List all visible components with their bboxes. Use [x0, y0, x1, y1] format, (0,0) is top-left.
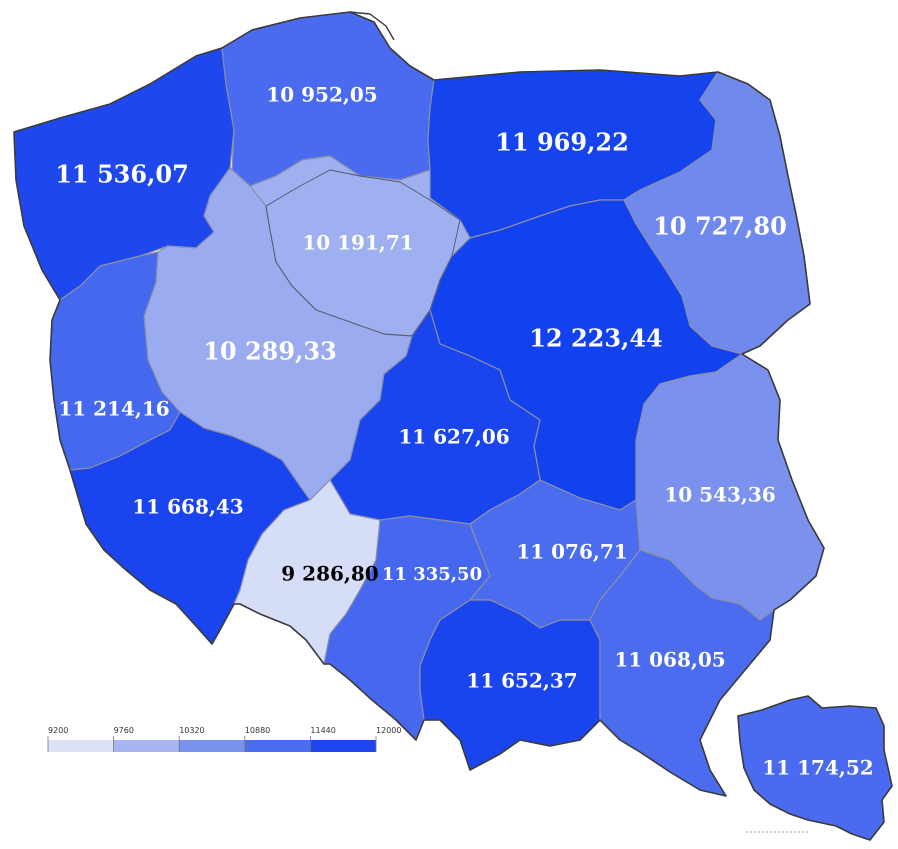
- label-malopolskie: 11 652,37: [466, 669, 577, 693]
- legend-bin: [179, 740, 245, 752]
- label-podkarpackie: 11 068,05: [614, 648, 725, 672]
- legend-tick-label: 10320: [179, 726, 204, 735]
- legend-bin: [48, 740, 114, 752]
- label-slaskie: 11 335,50: [382, 564, 482, 585]
- label-lodzkie: 11 627,06: [398, 425, 509, 449]
- label-swietokrzyskie: 11 076,71: [516, 540, 627, 564]
- legend-tick-label: 12000: [376, 726, 401, 735]
- sub-border: [265, 169, 461, 337]
- legend-tick-label: 9760: [114, 726, 134, 735]
- legend-tick-label: 9200: [48, 726, 68, 735]
- label-dolnoslaskie: 11 668,43: [132, 495, 243, 519]
- label-zachodniopomorskie: 11 536,07: [55, 160, 189, 189]
- label-pomorskie: 10 952,05: [266, 83, 377, 107]
- label-poland-inset: 11 174,52: [762, 756, 873, 780]
- label-wielkopolskie: 10 289,33: [203, 337, 337, 366]
- legend-bin: [310, 740, 376, 752]
- inset-outline: [737, 695, 893, 841]
- legend-bin: [244, 740, 311, 752]
- label-mazowieckie: 12 223,44: [529, 324, 663, 353]
- legend-tick-label: 11440: [310, 726, 335, 735]
- legend-bin: [113, 740, 180, 752]
- label-opolskie: 9 286,80: [281, 562, 378, 586]
- legend-tick-label: 10880: [245, 726, 270, 735]
- label-kujawsko-pomorskie: 10 191,71: [302, 231, 413, 255]
- label-podlaskie: 10 727,80: [653, 212, 787, 241]
- country-outline: [13, 11, 825, 797]
- legend: 9200 9760 10320 10880 11440 12000: [47, 726, 401, 752]
- label-warminsko-mazurskie: 11 969,22: [495, 128, 629, 157]
- label-lubuskie: 11 214,16: [58, 397, 169, 421]
- label-lubelskie: 10 543,36: [664, 483, 775, 507]
- hel-peninsula: [349, 11, 395, 41]
